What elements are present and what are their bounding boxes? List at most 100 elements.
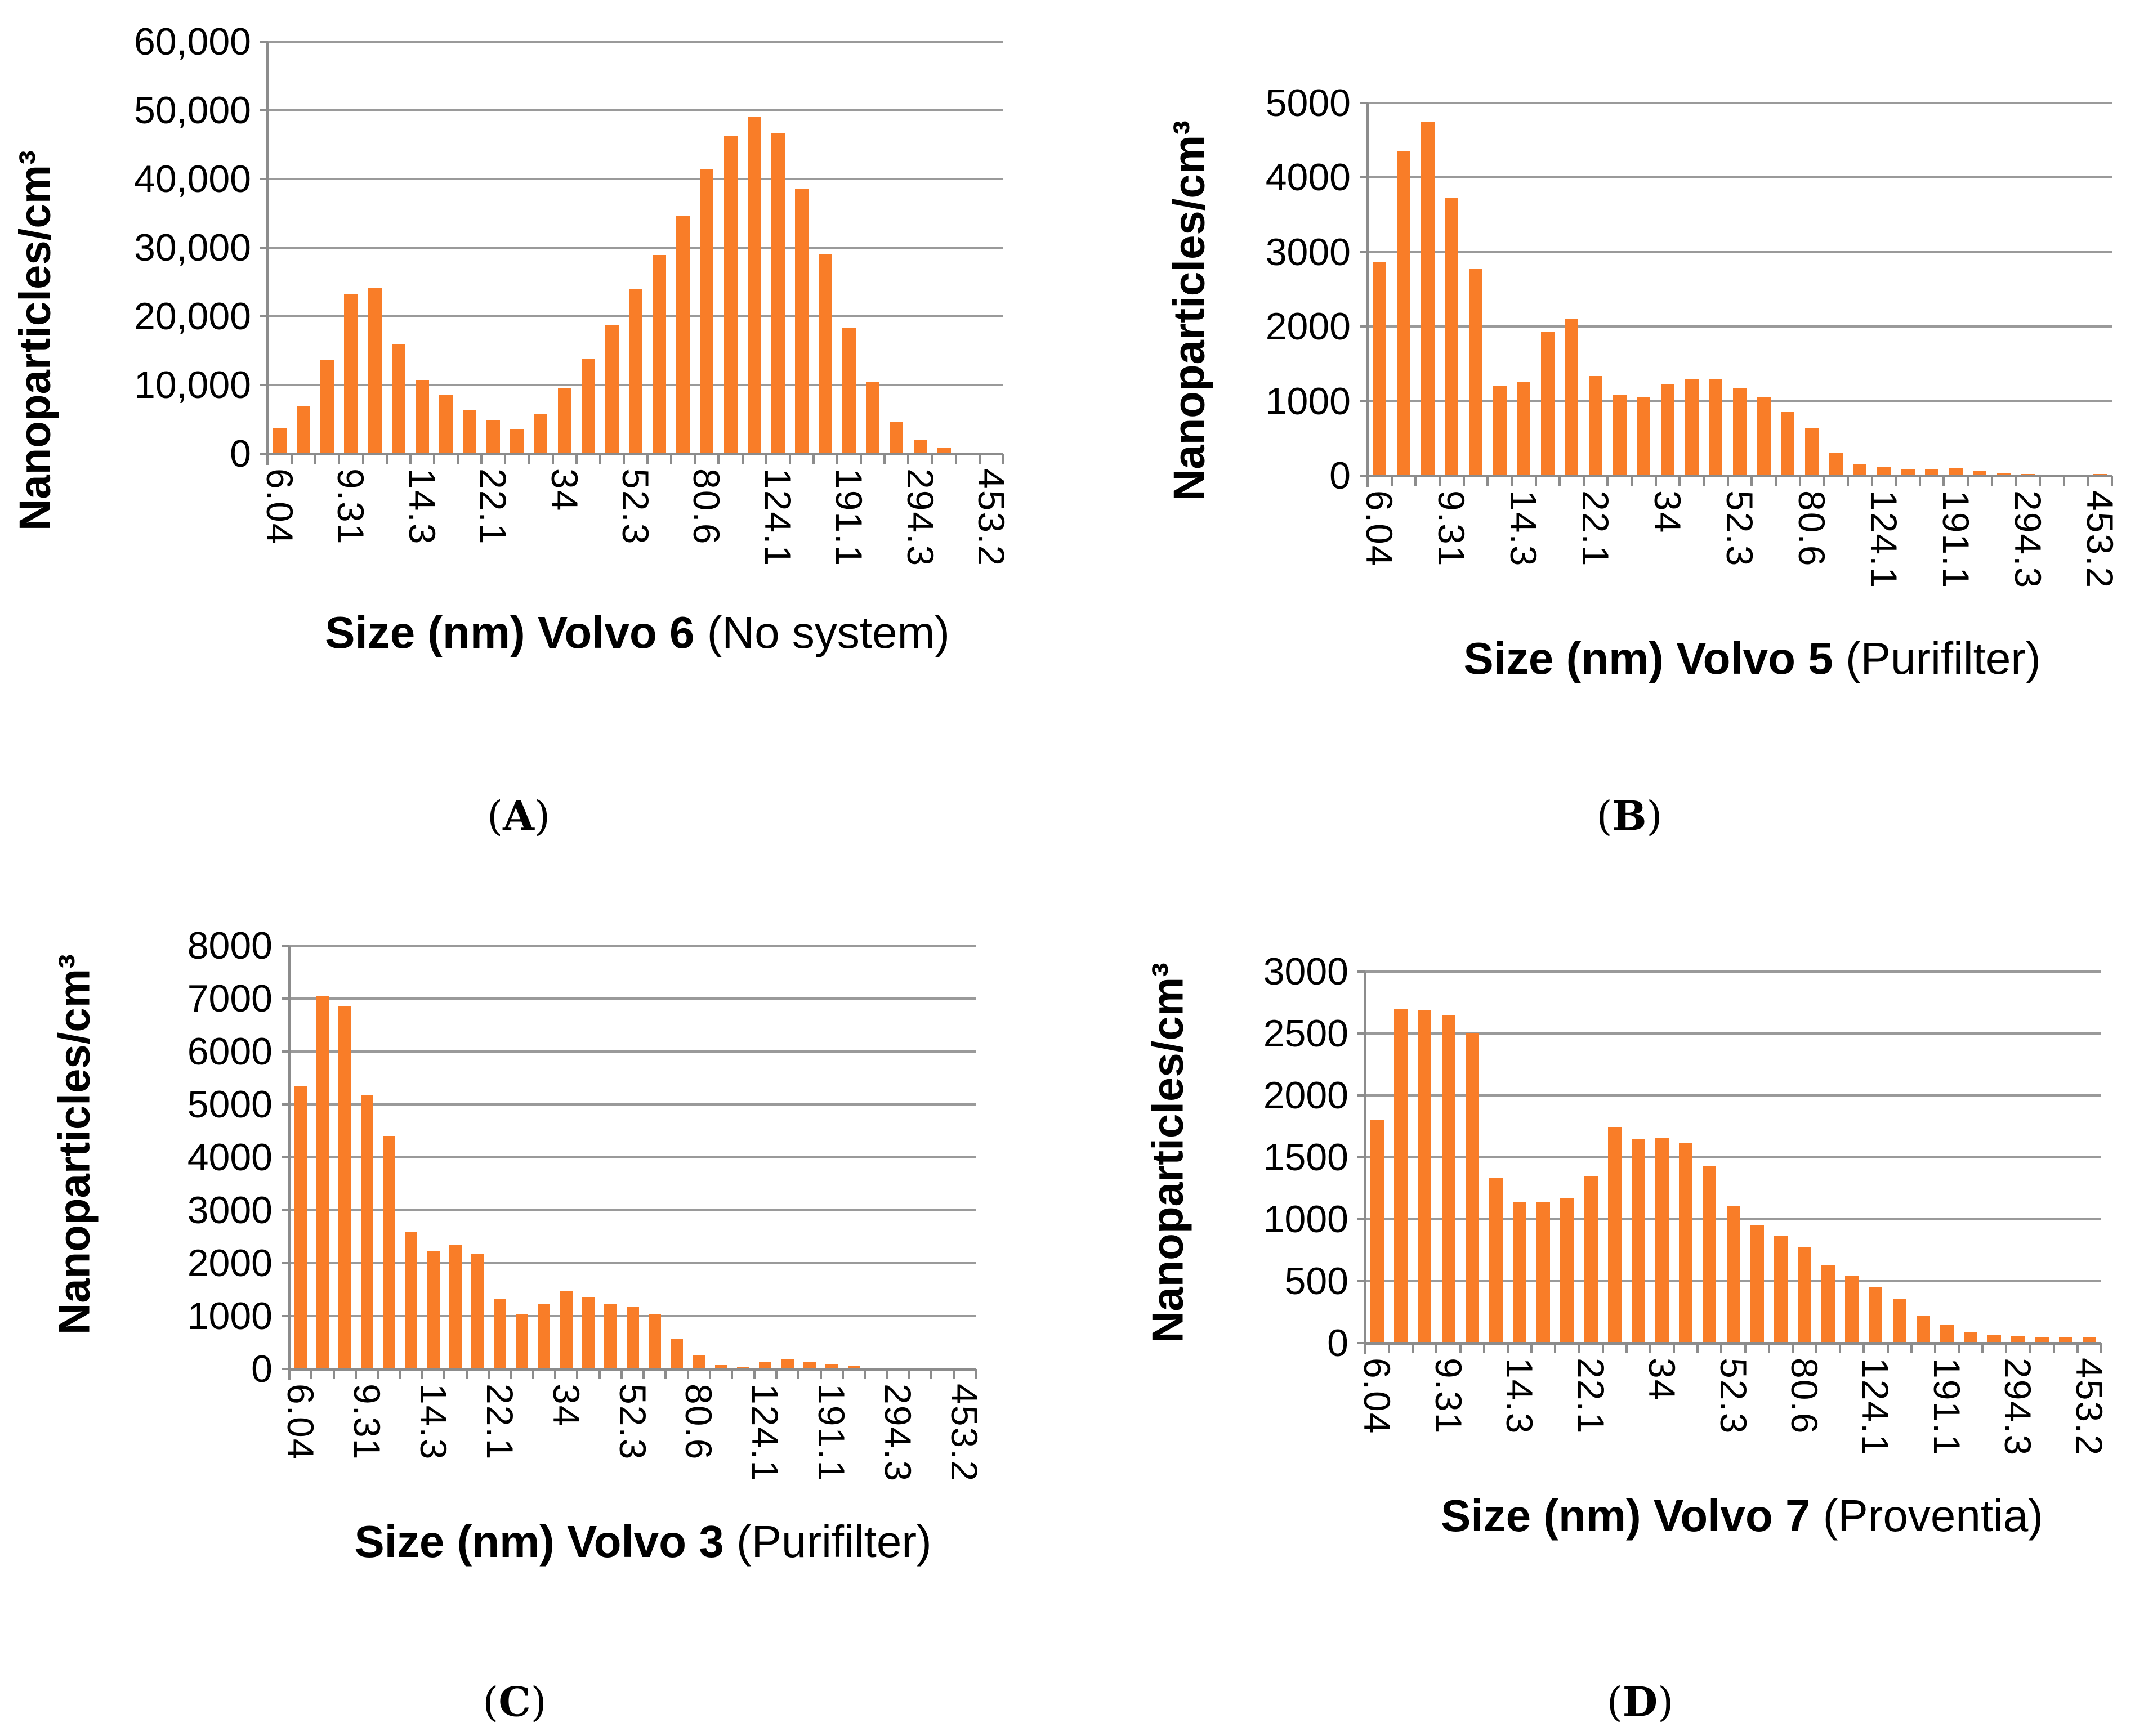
y-axis-tick [282,1315,289,1317]
x-axis-tick [687,1369,689,1379]
x-axis-tick [1981,1343,1984,1353]
x-axis-tick [931,454,933,464]
x-axis-tick-label: 9.31 [1428,1358,1469,1435]
x-axis-tick-label: 80.6 [678,1384,720,1461]
x-axis-tick [1391,476,1393,486]
x-axis-tick [504,454,506,464]
x-axis-tick [836,454,838,464]
bar-size-25.5nm [1613,395,1627,476]
y-axis-tick-label: 0 [251,1348,273,1390]
x-axis-tick [1002,454,1004,464]
x-axis-tick [355,1369,357,1379]
x-axis-tick [842,1369,844,1379]
bar-size-93.1nm [1821,1265,1835,1343]
bar-size-69.8nm [1781,412,1794,476]
x-axis-tick [1775,476,1777,486]
bar-size-165.5nm [803,1362,816,1369]
y-axis-tick-label: 20,000 [134,295,251,338]
x-axis-tick [694,454,696,464]
y-axis-tick [260,109,268,111]
x-axis-tick [2111,476,2113,486]
x-axis-tick [1991,476,1993,486]
plot-gridline [1365,1156,2101,1158]
chart-title: Size (nm) Volvo 6 (No system) [325,607,950,659]
x-axis-tick-label: 52.3 [1719,490,1761,567]
bar-size-45.3nm [1709,379,1722,476]
y-axis-tick [282,1262,289,1264]
panel-letter: C [498,1677,531,1726]
x-axis-tick [820,1369,822,1379]
bar-size-8.06nm [1418,1010,1431,1343]
y-axis-tick [260,178,268,180]
x-axis-tick-label: 6.04 [280,1384,321,1461]
bar-size-16.5nm [449,1245,462,1369]
x-axis-tick-label: 453.2 [2069,1358,2110,1457]
x-axis-tick [1942,476,1945,486]
y-axis-tick [1360,400,1368,402]
x-axis-tick [377,1369,379,1379]
x-axis-tick [765,454,767,464]
panel-letter: A [503,791,534,840]
bar-size-69.8nm [671,1339,683,1369]
x-axis-tick [433,454,435,464]
x-axis-tick [314,454,316,464]
x-axis-tick-label: 124.1 [757,468,799,567]
bar-size-34nm [560,1291,573,1369]
bar-size-39.2nm [1685,379,1699,476]
x-axis-tick [1768,1343,1770,1353]
bar-size-60.4nm [1757,397,1771,476]
x-axis-tick-label: 22.1 [1570,1358,1612,1435]
bar-size-254.8nm [890,422,903,454]
bar-size-6.98nm [1394,1009,1408,1343]
y-axis-tick-label: 0 [1327,1322,1348,1364]
x-axis-tick [1578,1343,1580,1353]
y-axis-tick [1357,1280,1365,1282]
x-axis-tick [552,454,554,464]
bar-size-19.1nm [1565,319,1578,476]
bar-size-34nm [1655,1138,1669,1343]
bar-size-294.3nm [2011,1336,2025,1343]
bar-size-22.1nm [486,420,500,454]
bar-size-107.5nm [1853,464,1866,476]
bar-size-453.2nm [2083,1337,2096,1343]
x-axis-tick-label: 191.1 [1926,1358,1968,1457]
bar-size-6.04nm [294,1086,307,1369]
bar-size-143.3nm [781,1359,794,1369]
bar-size-124.1nm [1869,1287,1882,1343]
bar-size-392.4nm [2059,1337,2072,1343]
bar-size-12.4nm [405,1232,417,1369]
bar-size-191.1nm [825,1364,838,1369]
bar-size-143.3nm [1901,469,1915,476]
x-axis-tick-label: 52.3 [612,1384,654,1461]
plot-gridline [289,945,976,947]
x-axis-tick [1696,1343,1699,1353]
bar-size-8.06nm [1421,122,1435,476]
bar-size-39.2nm [582,1297,595,1369]
x-axis-tick [1535,476,1537,486]
bar-size-39.2nm [582,359,595,454]
x-axis-tick-label: 22.1 [479,1384,521,1461]
bar-size-25.5nm [1608,1127,1622,1343]
y-axis-tick [1357,1218,1365,1220]
x-axis-tick [598,1369,601,1379]
plot-gridline [1368,325,2112,328]
x-axis-tick-label: 453.2 [2079,490,2121,589]
y-axis-tick-label: 50,000 [134,89,251,132]
x-axis-tick [399,1369,401,1379]
bar-size-124.1nm [759,1362,771,1369]
x-axis-tick [797,1369,799,1379]
bar-size-16.5nm [1541,332,1555,476]
y-axis-tick [1357,1032,1365,1035]
bar-size-29.4nm [1637,397,1650,476]
x-axis-tick [1823,476,1825,486]
x-axis-tick [907,454,909,464]
y-axis-line [1366,103,1369,487]
x-axis-tick [291,454,293,464]
y-axis-tick-label: 8000 [187,924,273,967]
x-axis-tick [1967,476,1969,486]
y-axis-tick [282,1103,289,1106]
bar-size-143.3nm [795,189,809,454]
x-axis-tick [2039,476,2041,486]
